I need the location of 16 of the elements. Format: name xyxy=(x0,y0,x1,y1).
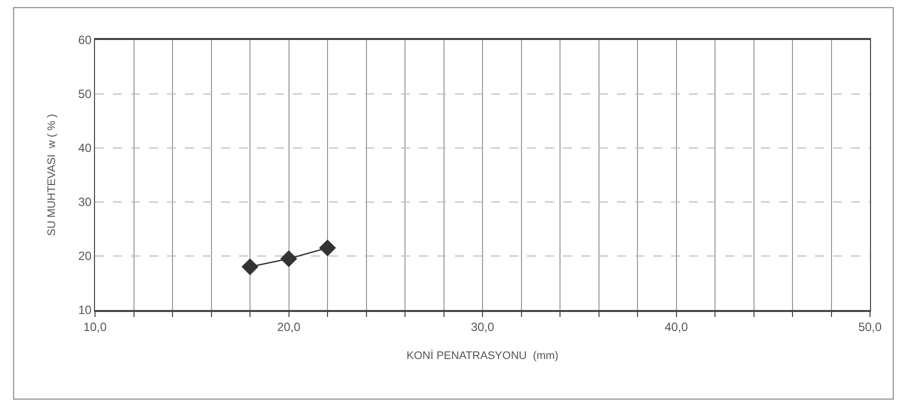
y-tick-label: 60 xyxy=(78,33,92,48)
y-tick-label: 50 xyxy=(78,87,92,102)
y-tick-label: 30 xyxy=(78,195,92,210)
point xyxy=(242,258,258,276)
x-axis-title: KONİ PENATRASYONU (mm) xyxy=(406,348,558,362)
point xyxy=(319,239,336,256)
x-tick-label: 20,0 xyxy=(277,320,301,334)
x-tick-label: 30,0 xyxy=(470,320,494,334)
y-tick-label: 20 xyxy=(78,249,92,264)
x-tick-label: 50,0 xyxy=(858,320,882,334)
point xyxy=(280,250,298,268)
y-tick-label: 40 xyxy=(78,141,92,156)
x-tick-label: 10,0 xyxy=(83,320,107,334)
y-axis-title: SU MUHTEVASI w ( % ) xyxy=(46,114,58,236)
x-tick-label: 40,0 xyxy=(664,320,688,334)
y-tick-label: 10 xyxy=(78,303,92,318)
